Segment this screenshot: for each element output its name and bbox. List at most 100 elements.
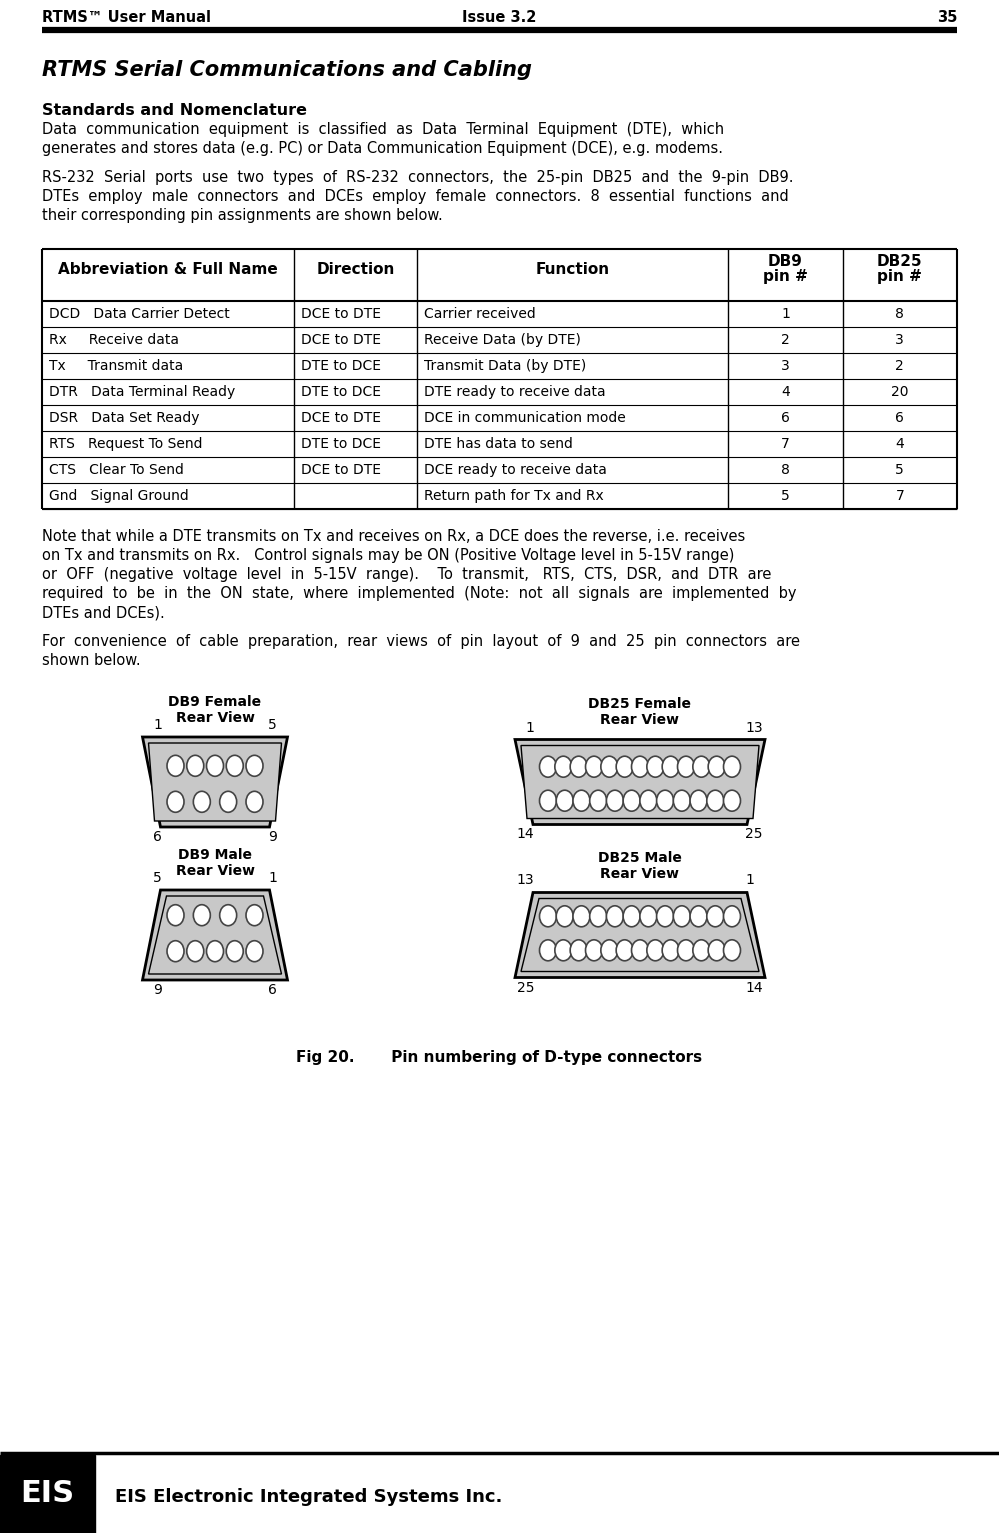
Text: 1: 1: [268, 871, 277, 885]
Text: DCE to DTE: DCE to DTE: [301, 463, 381, 477]
Ellipse shape: [646, 756, 663, 777]
Ellipse shape: [693, 756, 710, 777]
Text: 4: 4: [781, 385, 790, 399]
Text: generates and stores data (e.g. PC) or Data Communication Equipment (DCE), e.g. : generates and stores data (e.g. PC) or D…: [42, 141, 723, 156]
Ellipse shape: [606, 789, 623, 811]
Ellipse shape: [631, 756, 648, 777]
Text: 4: 4: [895, 437, 904, 451]
Ellipse shape: [554, 940, 571, 961]
Ellipse shape: [656, 906, 673, 927]
Text: 1: 1: [781, 307, 790, 320]
Text: EIS: EIS: [20, 1479, 75, 1508]
Ellipse shape: [570, 940, 587, 961]
Text: 35: 35: [937, 11, 957, 25]
Ellipse shape: [246, 756, 263, 776]
Text: 1: 1: [745, 874, 754, 888]
Text: DTE has data to send: DTE has data to send: [425, 437, 573, 451]
Ellipse shape: [646, 940, 663, 961]
Ellipse shape: [673, 906, 690, 927]
Ellipse shape: [690, 789, 707, 811]
Text: 1: 1: [525, 721, 534, 734]
Ellipse shape: [167, 941, 184, 961]
Text: Return path for Tx and Rx: Return path for Tx and Rx: [425, 489, 604, 503]
Text: CTS   Clear To Send: CTS Clear To Send: [49, 463, 184, 477]
Ellipse shape: [723, 940, 740, 961]
Text: Data  communication  equipment  is  classified  as  Data  Terminal  Equipment  (: Data communication equipment is classifi…: [42, 123, 724, 136]
Ellipse shape: [723, 789, 740, 811]
Text: RS-232  Serial  ports  use  two  types  of  RS-232  connectors,  the  25-pin  DB: RS-232 Serial ports use two types of RS-…: [42, 170, 793, 185]
Text: EIS Electronic Integrated Systems Inc.: EIS Electronic Integrated Systems Inc.: [115, 1489, 502, 1505]
Ellipse shape: [631, 940, 648, 961]
Text: Gnd   Signal Ground: Gnd Signal Ground: [49, 489, 189, 503]
Text: required  to  be  in  the  ON  state,  where  implemented  (Note:  not  all  sig: required to be in the ON state, where im…: [42, 586, 796, 601]
Ellipse shape: [673, 789, 690, 811]
Ellipse shape: [187, 941, 204, 961]
Text: 14: 14: [745, 981, 763, 995]
Ellipse shape: [662, 940, 679, 961]
Text: DCE to DTE: DCE to DTE: [301, 307, 381, 320]
Ellipse shape: [167, 904, 184, 926]
Ellipse shape: [623, 906, 640, 927]
Text: 9: 9: [153, 983, 162, 996]
Text: Transmit Data (by DTE): Transmit Data (by DTE): [425, 359, 586, 373]
Text: 8: 8: [895, 307, 904, 320]
Text: 3: 3: [895, 333, 904, 346]
Ellipse shape: [539, 906, 556, 927]
Ellipse shape: [220, 791, 237, 812]
Ellipse shape: [226, 756, 243, 776]
Text: RTMS Serial Communications and Cabling: RTMS Serial Communications and Cabling: [42, 60, 532, 80]
Text: Rx     Receive data: Rx Receive data: [49, 333, 179, 346]
Text: 6: 6: [895, 411, 904, 425]
Text: 5: 5: [268, 717, 277, 731]
Text: Note that while a DTE transmits on Tx and receives on Rx, a DCE does the reverse: Note that while a DTE transmits on Tx an…: [42, 529, 745, 544]
Text: their corresponding pin assignments are shown below.: their corresponding pin assignments are …: [42, 208, 443, 222]
Polygon shape: [143, 891, 288, 980]
Text: DTEs and DCEs).: DTEs and DCEs).: [42, 606, 165, 619]
Ellipse shape: [246, 941, 263, 961]
Ellipse shape: [573, 906, 590, 927]
Text: DCE to DTE: DCE to DTE: [301, 333, 381, 346]
Polygon shape: [149, 895, 282, 973]
Text: Standards and Nomenclature: Standards and Nomenclature: [42, 103, 307, 118]
Text: Function: Function: [535, 262, 609, 276]
Polygon shape: [143, 737, 288, 826]
Text: DTR   Data Terminal Ready: DTR Data Terminal Ready: [49, 385, 235, 399]
Ellipse shape: [539, 756, 556, 777]
Ellipse shape: [556, 906, 573, 927]
Text: DCE ready to receive data: DCE ready to receive data: [425, 463, 607, 477]
Text: 5: 5: [781, 489, 790, 503]
Ellipse shape: [167, 791, 184, 812]
Text: DB9: DB9: [768, 253, 803, 268]
Text: 7: 7: [781, 437, 790, 451]
Text: 13: 13: [745, 721, 763, 734]
Text: RTS   Request To Send: RTS Request To Send: [49, 437, 203, 451]
Ellipse shape: [706, 906, 723, 927]
Text: Rear View: Rear View: [176, 865, 255, 878]
Polygon shape: [521, 745, 759, 819]
Text: or  OFF  (negative  voltage  level  in  5-15V  range).    To  transmit,   RTS,  : or OFF (negative voltage level in 5-15V …: [42, 567, 771, 583]
Ellipse shape: [589, 789, 606, 811]
Text: 1: 1: [153, 717, 162, 731]
Text: For  convenience  of  cable  preparation,  rear  views  of  pin  layout  of  9  : For convenience of cable preparation, re…: [42, 635, 800, 648]
Text: 5: 5: [895, 463, 904, 477]
Ellipse shape: [207, 756, 224, 776]
Text: 8: 8: [781, 463, 790, 477]
Polygon shape: [515, 739, 765, 825]
Text: Direction: Direction: [317, 262, 395, 276]
Text: DCE to DTE: DCE to DTE: [301, 411, 381, 425]
Ellipse shape: [570, 756, 587, 777]
Ellipse shape: [246, 791, 263, 812]
Text: DSR   Data Set Ready: DSR Data Set Ready: [49, 411, 200, 425]
Ellipse shape: [640, 906, 657, 927]
FancyBboxPatch shape: [0, 1455, 95, 1533]
Ellipse shape: [585, 940, 602, 961]
Ellipse shape: [600, 940, 617, 961]
Text: Fig 20.       Pin numbering of D-type connectors: Fig 20. Pin numbering of D-type connecto…: [297, 1050, 702, 1065]
Polygon shape: [149, 744, 282, 822]
Ellipse shape: [554, 756, 571, 777]
Ellipse shape: [585, 756, 602, 777]
Text: pin #: pin #: [763, 270, 808, 285]
Ellipse shape: [246, 904, 263, 926]
Text: DTE to DCE: DTE to DCE: [301, 359, 381, 373]
Ellipse shape: [194, 904, 211, 926]
